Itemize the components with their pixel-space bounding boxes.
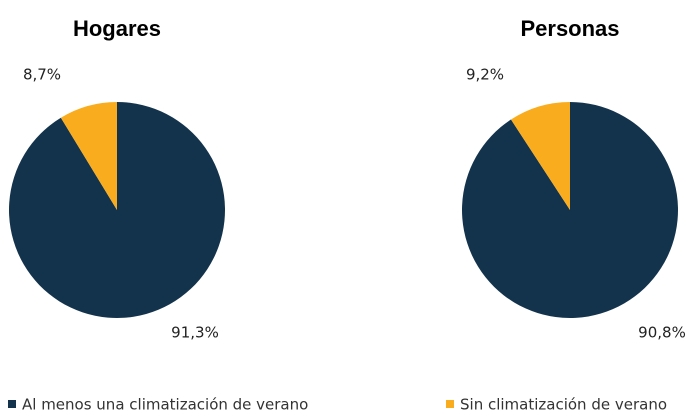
data-label: 90,8% <box>638 324 686 342</box>
data-label: 8,7% <box>23 66 61 84</box>
legend-swatch <box>8 400 16 408</box>
pie-slice <box>510 102 570 210</box>
chart-title: Hogares <box>73 16 161 41</box>
chart-title: Personas <box>520 16 619 41</box>
pie-slice <box>461 102 678 318</box>
data-label: 91,3% <box>171 324 219 342</box>
pie-slice <box>60 102 117 210</box>
legend-label: Al menos una climatización de verano <box>22 396 308 414</box>
legend-label: Sin climatización de verano <box>460 396 667 414</box>
legend-swatch <box>446 400 454 408</box>
data-label: 9,2% <box>466 66 504 84</box>
